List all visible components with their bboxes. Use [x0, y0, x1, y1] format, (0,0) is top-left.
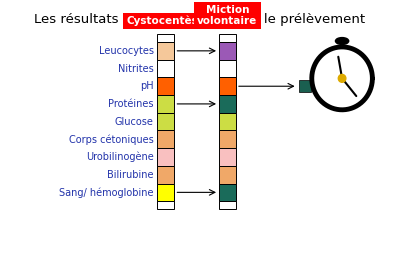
Bar	[219, 42, 236, 60]
Text: Urobilinogène: Urobilinogène	[86, 152, 154, 162]
Bar	[157, 95, 174, 113]
Text: Protéines: Protéines	[108, 99, 154, 109]
Text: Miction
volontaire: Miction volontaire	[197, 5, 258, 26]
Bar	[157, 42, 174, 60]
Text: Glucose: Glucose	[115, 117, 154, 127]
Text: Nitrites: Nitrites	[118, 63, 154, 73]
Bar	[219, 166, 236, 184]
Circle shape	[338, 75, 346, 82]
Bar	[219, 77, 236, 95]
Text: Leucocytes: Leucocytes	[98, 46, 154, 56]
Bar	[300, 80, 311, 92]
Bar	[219, 95, 236, 113]
Text: Bilirubine: Bilirubine	[107, 170, 154, 180]
Bar	[157, 148, 174, 166]
Bar	[157, 60, 174, 77]
Bar	[157, 184, 174, 201]
Text: Sang/ hémoglobine: Sang/ hémoglobine	[59, 187, 154, 198]
Bar	[219, 34, 236, 42]
Bar	[219, 113, 236, 130]
Bar	[219, 184, 236, 201]
Bar	[219, 148, 236, 166]
Bar	[157, 201, 174, 209]
Text: pH: pH	[140, 81, 154, 91]
Ellipse shape	[336, 38, 349, 45]
Text: Cystocentèse: Cystocentèse	[126, 16, 205, 26]
Bar	[157, 166, 174, 184]
Bar	[157, 77, 174, 95]
Text: Les résultats sont différents selon le prélèvement: Les résultats sont différents selon le p…	[34, 12, 366, 26]
Bar	[157, 113, 174, 130]
Bar	[219, 130, 236, 148]
Bar	[219, 60, 236, 77]
Bar	[219, 201, 236, 209]
Bar	[157, 34, 174, 42]
Bar	[157, 130, 174, 148]
Text: Corps cétoniques: Corps cétoniques	[69, 134, 154, 144]
